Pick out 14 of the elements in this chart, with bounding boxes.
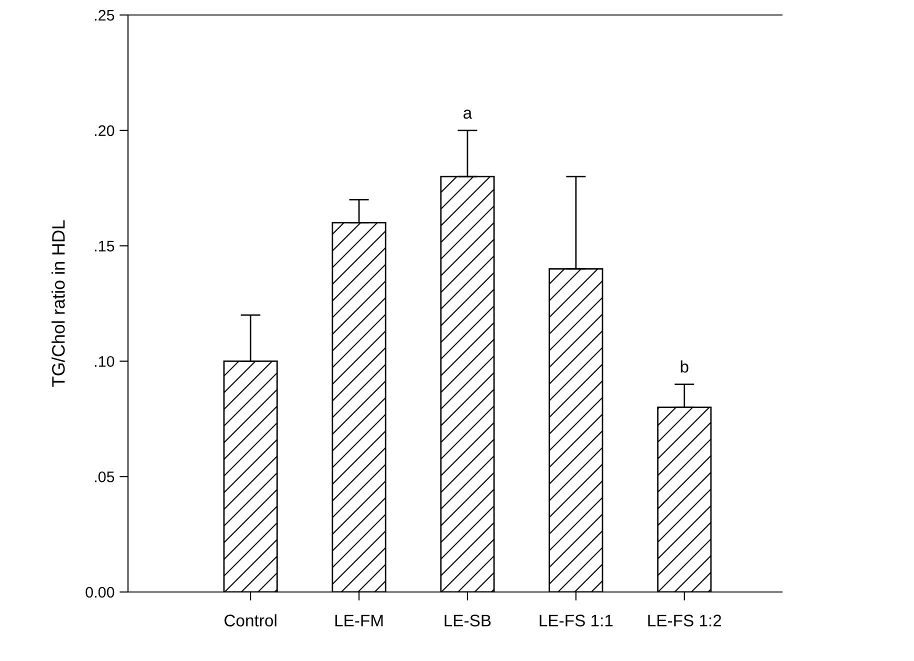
x-tick-label: LE-FS 1:2 [648, 614, 722, 626]
y-tick-label: .20 [94, 125, 114, 136]
x-tick-label: LE-SB [444, 614, 491, 626]
x-tick-label: LE-FS 1:1 [540, 614, 613, 626]
y-tick-label: .10 [94, 356, 114, 367]
y-tick-label: .15 [94, 240, 114, 252]
x-tick-label: LE-FM [335, 614, 383, 626]
y-tick-label: .25 [94, 10, 114, 21]
y-tick-label: 0.00 [86, 586, 114, 598]
annotation: a [464, 110, 472, 119]
annotation: b [680, 360, 688, 373]
y-tick-label: .05 [94, 471, 114, 482]
x-tick-label: Control [224, 614, 276, 626]
y-axis-title: TG/Chol ratio in HDL [52, 220, 65, 387]
